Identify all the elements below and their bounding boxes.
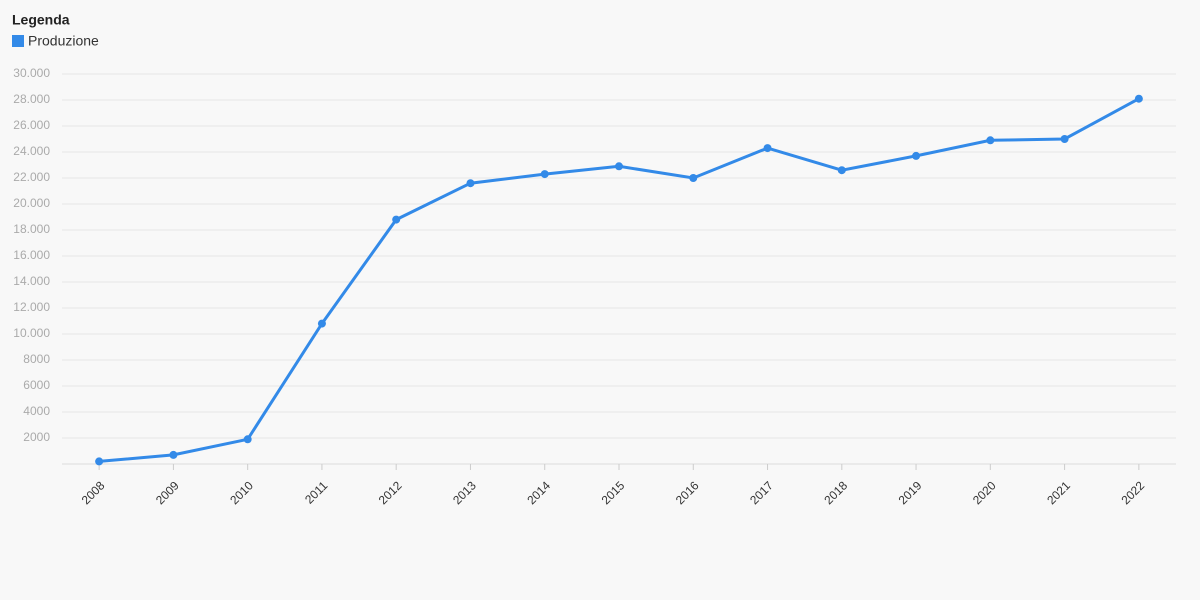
point	[912, 151, 921, 160]
point	[95, 457, 104, 466]
y-tick-label: 4000	[23, 404, 50, 418]
y-tick-label: 8000	[23, 352, 50, 366]
y-tick-label: 14.000	[13, 274, 50, 288]
x-tick-label: 2018	[821, 478, 850, 507]
x-tick-label: 2016	[673, 478, 702, 507]
x-tick-label: 2008	[79, 478, 108, 507]
legend-label: Produzione	[28, 33, 99, 49]
x-tick-label: 2021	[1044, 478, 1073, 507]
legend-swatch	[12, 35, 24, 47]
y-tick-label: 30.000	[13, 66, 50, 80]
x-tick-label: 2013	[450, 478, 479, 507]
y-tick-label: 20.000	[13, 196, 50, 210]
x-tick-label: 2010	[227, 478, 256, 507]
point	[392, 215, 401, 224]
x-tick-label: 2019	[896, 478, 925, 507]
point	[837, 166, 846, 175]
point	[763, 144, 772, 153]
y-tick-label: 28.000	[13, 92, 50, 106]
x-tick-label: 2022	[1118, 478, 1147, 507]
point	[540, 170, 549, 179]
point	[615, 162, 623, 171]
y-tick-label: 6000	[23, 378, 50, 392]
point	[317, 319, 326, 328]
y-tick-label: 18.000	[13, 222, 50, 236]
y-tick-label: 2000	[23, 430, 50, 444]
y-tick-label: 10.000	[13, 326, 50, 340]
y-tick-label: 22.000	[13, 170, 50, 184]
x-tick-label: 2012	[376, 478, 405, 507]
y-tick-label: 16.000	[13, 248, 50, 262]
x-tick-label: 2015	[599, 478, 628, 507]
x-tick-label: 2014	[524, 478, 553, 507]
point	[986, 136, 995, 145]
point	[169, 450, 178, 459]
legend-title: Legenda	[12, 12, 70, 28]
y-tick-label: 26.000	[13, 118, 50, 132]
point	[689, 174, 698, 182]
y-tick-label: 12.000	[13, 300, 50, 314]
y-tick-label: 24.000	[13, 144, 50, 158]
point	[243, 435, 252, 444]
x-tick-label: 2020	[970, 478, 999, 507]
x-tick-label: 2011	[302, 478, 330, 506]
x-tick-label: 2009	[153, 478, 182, 507]
point	[1060, 135, 1069, 143]
point	[1134, 94, 1143, 103]
point	[466, 179, 475, 188]
x-tick-label: 2017	[747, 478, 776, 507]
line	[99, 97, 1140, 463]
